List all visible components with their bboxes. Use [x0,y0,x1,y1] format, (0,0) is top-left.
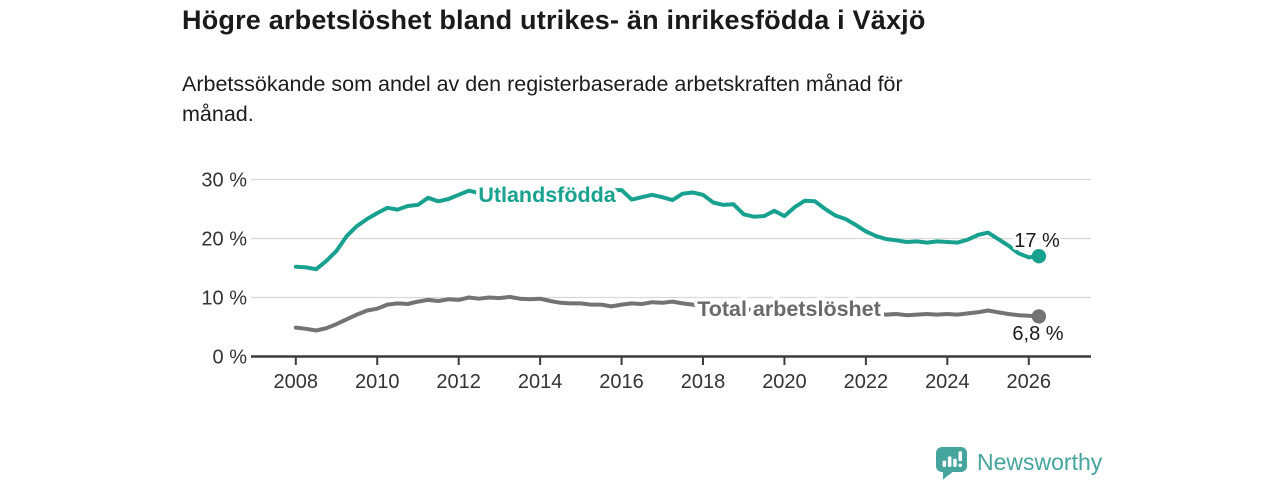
gridlines [251,178,1091,299]
series-label-utlandsfodda: Utlandsfödda [478,183,616,207]
x-axis-label: 2010 [355,371,400,393]
y-axis-label: 0 % [213,347,248,369]
end-value-label-total: 6,8 % [1012,323,1063,345]
y-axis-label: 10 % [201,288,247,310]
x-axis-label: 2020 [762,371,807,393]
y-axis-label: 20 % [201,229,247,251]
series-end-dots [1031,249,1047,324]
subtitle-line-2: månad. [182,102,254,126]
series-line-total-arbetsl-shet [293,294,1041,333]
x-axis-label: 2026 [1007,371,1052,393]
page-title: Högre arbetslöshet bland utrikes- än inr… [182,5,926,35]
newsworthy-bar-chart-bubble-icon [936,446,967,479]
subtitle-line-1: Arbetssökande som andel av den registerb… [182,72,903,96]
x-axis-ticks: 2008 2010 2012 2014 2016 2018 2020 2022 2024 2026 [274,356,1052,393]
x-axis-label: 2022 [844,371,889,393]
chart-subtitle: Arbetssökande som andel av den registerb… [182,69,903,129]
y-axis-label: 30 % [201,170,247,192]
x-axis-label: 2014 [518,371,563,393]
newsworthy-logo-link[interactable]: Newsworthy [935,446,1102,479]
brand-name: Newsworthy [977,449,1103,475]
series-label-total-arbetsloshet: Total arbetslöshet [697,297,881,321]
end-value-label-utlandsfodda: 17 % [1014,230,1060,252]
y-axis-labels: 30 % 20 % 10 % 0 % [201,170,247,369]
series-line-utlandsf-dda [293,186,1041,272]
x-axis-label: 2018 [681,371,726,393]
x-axis-label: 2012 [436,371,481,393]
series-end-dot [1031,249,1047,264]
series-lines [293,186,1041,333]
x-axis-label: 2016 [599,371,644,393]
x-axis-label: 2008 [274,371,319,393]
x-axis-label: 2024 [925,371,970,393]
series-end-dot [1031,309,1047,324]
